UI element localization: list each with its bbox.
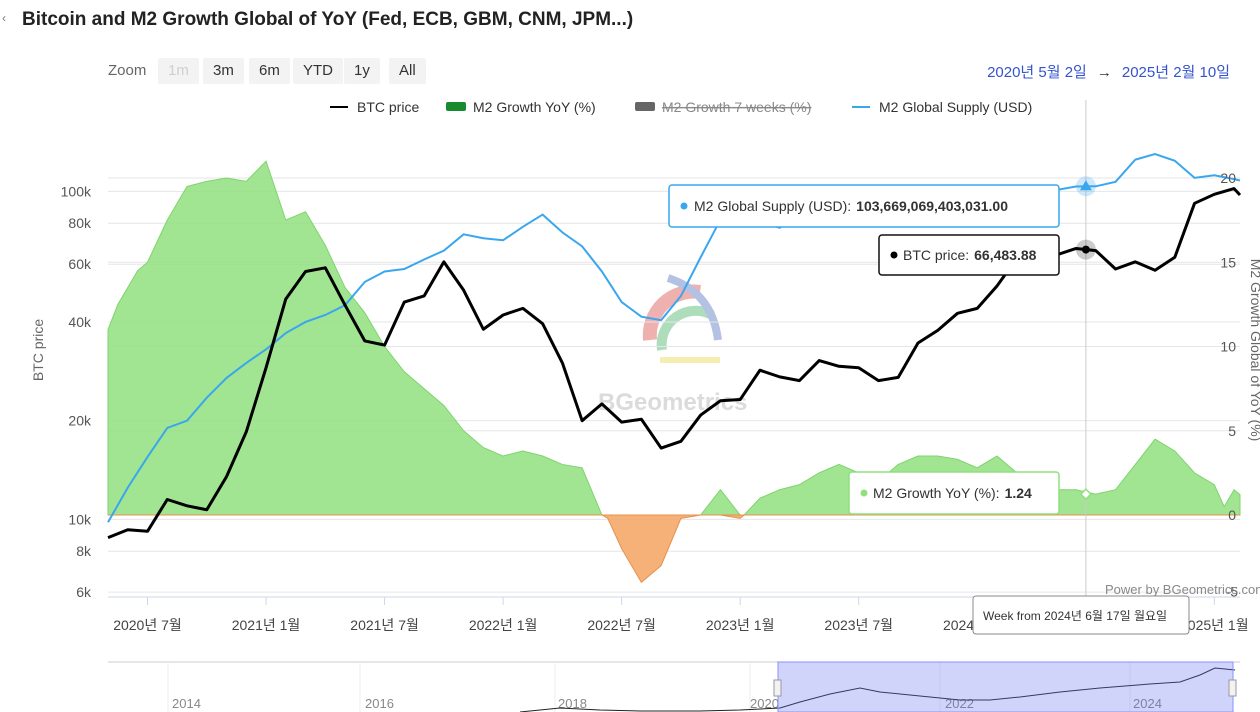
svg-text:BGeometrics: BGeometrics — [598, 389, 747, 416]
y-right-tick-3: 15 — [1220, 254, 1236, 270]
nav-label-2016: 2016 — [365, 696, 394, 711]
y-right-tick-2: 10 — [1220, 339, 1236, 355]
x-tick-label-3: 2022년 1월 — [469, 617, 538, 633]
chart-title: Bitcoin and M2 Growth Global of YoY (Fed… — [22, 9, 634, 30]
legend[interactable]: BTC price M2 Growth YoY (%) M2 Growth 7 we… — [330, 99, 1032, 115]
zoom-label: Zoom — [108, 62, 147, 79]
y-left-tick-0: 6k — [76, 584, 92, 600]
y-left-tick-4: 40k — [68, 314, 92, 330]
m2-supply-hover-marker — [1079, 180, 1092, 191]
tooltips: M2 Global Supply (USD): 103,669,069,403,0… — [668, 184, 1190, 635]
nav-label-2018: 2018 — [558, 696, 587, 711]
legend-symbol-2 — [635, 102, 655, 111]
legend-item-3[interactable]: M2 Global Supply (USD) — [852, 99, 1032, 115]
tooltip-btc-price: BTC price: 66,483.88 — [878, 234, 1060, 276]
zoom-3m-button[interactable]: 3m — [203, 58, 244, 84]
zoom-1y-button[interactable]: 1y — [344, 58, 380, 84]
legend-label-0: BTC price — [357, 99, 419, 115]
legend-label-3: M2 Global Supply (USD) — [879, 99, 1032, 115]
watermark: BGeometrics — [598, 274, 747, 416]
date-range: 2020년 5월 2일 → 2025년 2월 10일 — [987, 61, 1230, 82]
tooltip-m2-supply: M2 Global Supply (USD): 103,669,069,403,0… — [668, 184, 1060, 228]
m2-supply-line — [107, 153, 1241, 523]
lines-layer — [107, 153, 1242, 540]
chevron-left-icon[interactable]: ‹ — [2, 11, 6, 25]
legend-item-2[interactable]: M2 Growth 7 weeks (%) — [635, 99, 811, 115]
btc-price-line — [107, 187, 1242, 540]
x-tick-label-2: 2021년 7월 — [350, 617, 419, 633]
y-right-tick-neg: -5 — [1226, 583, 1239, 599]
y-right-tick-0: 0 — [1228, 507, 1236, 523]
tooltip-week: Week from 2024년 6월 17일 월요일 — [972, 595, 1190, 635]
x-tick-label-0: 2020년 7월 — [113, 617, 182, 633]
btc-hover-marker — [1081, 245, 1090, 254]
navigator-handle-left — [773, 679, 782, 697]
zoom-1m-button[interactable]: 1m — [158, 58, 199, 84]
y-left-tick-2: 10k — [68, 511, 92, 527]
left-axis-title: BTC price — [30, 319, 46, 381]
zoom-all-button[interactable]: All — [389, 58, 426, 84]
legend-item-0[interactable]: BTC price — [330, 99, 419, 115]
y-left-tick-3: 20k — [68, 413, 92, 429]
y-left-tick-5: 60k — [68, 256, 92, 272]
tooltip-m2-growth: M2 Growth YoY (%): 1.24 — [848, 471, 1060, 515]
x-tick-label-9: 2025년 1월 — [1180, 617, 1249, 633]
y-left-tick-7: 100k — [61, 183, 92, 199]
zoom-6m-button[interactable]: 6m — [249, 58, 290, 84]
nav-label-2024: 2024 — [1133, 696, 1162, 711]
svg-text:M2 Growth YoY (%):1.24: M2 Growth YoY (%): 1.24 — [873, 485, 1032, 501]
navigator[interactable]: 2014 2016 2018 2020 2022 2024 — [108, 661, 1240, 712]
right-axis-title: M2 Growth Global of YoY (%) — [1248, 259, 1260, 442]
navigator-handle-right — [1228, 679, 1237, 697]
legend-symbol-1 — [446, 102, 466, 111]
y-left-tick-1: 8k — [76, 543, 92, 559]
navigator-selection — [777, 661, 1234, 712]
zoom-ytd-button[interactable]: YTD — [293, 58, 343, 84]
range-arrow: → — [1096, 64, 1112, 81]
svg-text:Week from 2024년 6월 17일 월요일: Week from 2024년 6월 17일 월요일 — [983, 609, 1167, 623]
nav-label-2020: 2020 — [750, 696, 779, 711]
svg-text:M2 Global Supply (USD):103,669: M2 Global Supply (USD): 103,669,069,403,0… — [694, 198, 1008, 214]
nav-label-2014: 2014 — [172, 696, 201, 711]
y-left-tick-6: 80k — [68, 215, 92, 231]
m2-growth-negative-area — [108, 514, 1240, 584]
navigator-series — [519, 667, 1236, 712]
legend-item-1[interactable]: M2 Growth YoY (%) — [446, 99, 596, 115]
y-right-tick-1: 5 — [1228, 423, 1236, 439]
x-tick-label-4: 2022년 7월 — [587, 617, 656, 633]
credit-text[interactable]: Power by BGeometrics.com — [1105, 582, 1260, 597]
legend-label-2: M2 Growth 7 weeks (%) — [662, 99, 811, 115]
legend-label-1: M2 Growth YoY (%) — [473, 99, 596, 115]
x-tick-label-1: 2021년 1월 — [232, 617, 301, 633]
crosshair — [1075, 100, 1096, 597]
m2-growth-hover-marker — [1079, 488, 1092, 501]
y-right-tick-4: 20 — [1220, 170, 1236, 186]
svg-text:BTC price:66,483.88: BTC price: 66,483.88 — [903, 247, 1037, 263]
x-tick-label-6: 2023년 7월 — [824, 617, 893, 633]
range-to-input[interactable]: 2025년 2월 10일 — [1121, 64, 1230, 81]
x-tick-label-5: 2023년 1월 — [706, 617, 775, 633]
range-from-input[interactable]: 2020년 5월 2일 — [987, 64, 1087, 81]
